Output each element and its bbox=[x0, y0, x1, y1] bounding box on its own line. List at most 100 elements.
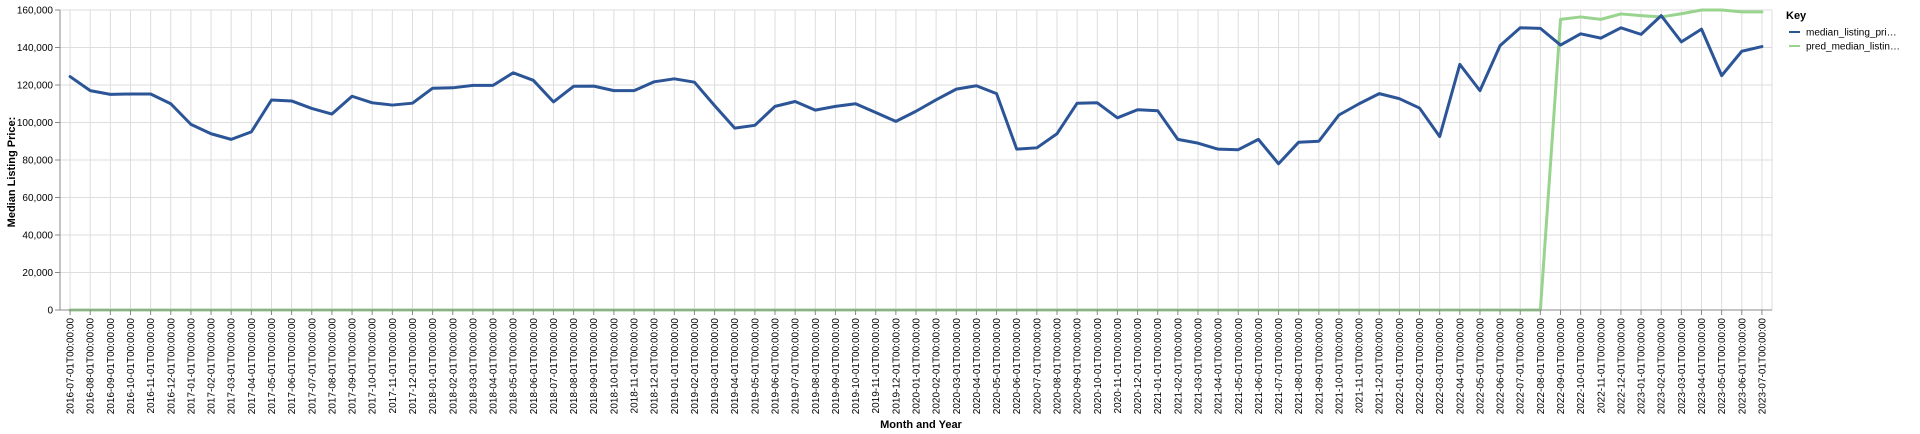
x-tick-label: 2017-11-01T00:00:00 bbox=[388, 318, 399, 414]
x-tick-label: 2021-11-01T00:00:00 bbox=[1355, 318, 1366, 414]
x-tick-label: 2018-02-01T00:00:00 bbox=[448, 318, 459, 415]
x-tick-label: 2022-03-01T00:00:00 bbox=[1435, 318, 1446, 415]
legend-label: median_listing_pri… bbox=[1806, 28, 1897, 39]
x-tick-label: 2019-09-01T00:00:00 bbox=[831, 318, 842, 415]
y-tick-label: 100,000 bbox=[17, 118, 54, 129]
x-tick-label: 2022-04-01T00:00:00 bbox=[1455, 318, 1466, 415]
x-tick-label: 2018-03-01T00:00:00 bbox=[468, 318, 479, 415]
x-tick-label: 2019-12-01T00:00:00 bbox=[891, 318, 902, 415]
x-tick-label: 2020-05-01T00:00:00 bbox=[992, 318, 1003, 415]
x-tick-label: 2017-07-01T00:00:00 bbox=[307, 318, 318, 415]
x-tick-label: 2017-09-01T00:00:00 bbox=[348, 318, 359, 415]
x-tick-label: 2017-04-01T00:00:00 bbox=[247, 318, 258, 415]
legend: Key median_listing_pri… pred_median_listi… bbox=[1786, 10, 1900, 53]
x-tick-label: 2023-03-01T00:00:00 bbox=[1677, 318, 1688, 415]
x-tick-label: 2020-08-01T00:00:00 bbox=[1052, 318, 1063, 415]
x-tick-label: 2016-07-01T00:00:00 bbox=[66, 318, 77, 415]
x-tick-label: 2016-10-01T00:00:00 bbox=[126, 318, 137, 415]
x-tick-label: 2017-06-01T00:00:00 bbox=[287, 318, 298, 415]
x-tick-label: 2020-09-01T00:00:00 bbox=[1073, 318, 1084, 415]
x-tick-label: 2018-04-01T00:00:00 bbox=[489, 318, 500, 415]
x-tick-label: 2020-03-01T00:00:00 bbox=[952, 318, 963, 415]
x-tick-label: 2019-03-01T00:00:00 bbox=[710, 318, 721, 415]
x-tick-label: 2021-05-01T00:00:00 bbox=[1234, 318, 1245, 415]
x-tick-label: 2021-04-01T00:00:00 bbox=[1214, 318, 1225, 415]
x-tick-label: 2019-10-01T00:00:00 bbox=[851, 318, 862, 415]
x-tick-label: 2018-10-01T00:00:00 bbox=[609, 318, 620, 415]
axes: 0 20,000 40,000 60,000 80,000 100,000 120,000 1… bbox=[17, 6, 1772, 415]
x-tick-label: 2018-05-01T00:00:00 bbox=[509, 318, 520, 415]
x-tick-label: 2022-05-01T00:00:00 bbox=[1475, 318, 1486, 415]
x-tick-label: 2020-06-01T00:00:00 bbox=[1012, 318, 1023, 415]
x-tick-label: 2022-09-01T00:00:00 bbox=[1556, 318, 1567, 415]
x-tick-label: 2016-08-01T00:00:00 bbox=[86, 318, 97, 415]
x-tick-label: 2018-09-01T00:00:00 bbox=[589, 318, 600, 415]
x-tick-label: 2018-11-01T00:00:00 bbox=[630, 318, 641, 414]
x-tick-label: 2019-08-01T00:00:00 bbox=[811, 318, 822, 415]
x-tick-label: 2022-07-01T00:00:00 bbox=[1516, 318, 1527, 415]
x-tick-label: 2021-09-01T00:00:00 bbox=[1314, 318, 1325, 415]
x-tick-label: 2022-12-01T00:00:00 bbox=[1616, 318, 1627, 415]
x-tick-label: 2017-12-01T00:00:00 bbox=[408, 318, 419, 415]
x-tick-label: 2017-03-01T00:00:00 bbox=[227, 318, 238, 415]
grid-lines bbox=[60, 9, 1773, 311]
x-tick-label: 2021-10-01T00:00:00 bbox=[1334, 318, 1345, 415]
legend-label: pred_median_listin… bbox=[1806, 42, 1900, 53]
y-tick-label: 80,000 bbox=[22, 156, 53, 167]
x-tick-label: 2017-02-01T00:00:00 bbox=[207, 318, 218, 415]
y-tick-label: 140,000 bbox=[17, 43, 54, 54]
x-tick-label: 2020-02-01T00:00:00 bbox=[932, 318, 943, 415]
legend-title: Key bbox=[1786, 10, 1807, 22]
x-tick-label: 2020-12-01T00:00:00 bbox=[1133, 318, 1144, 415]
x-tick-label: 2022-01-01T00:00:00 bbox=[1395, 318, 1406, 415]
x-tick-label: 2019-05-01T00:00:00 bbox=[750, 318, 761, 415]
x-tick-label: 2018-12-01T00:00:00 bbox=[650, 318, 661, 415]
y-tick-label: 120,000 bbox=[17, 81, 54, 92]
x-tick-label: 2016-11-01T00:00:00 bbox=[146, 318, 157, 414]
x-tick-label: 2022-02-01T00:00:00 bbox=[1415, 318, 1426, 415]
x-tick-label: 2020-01-01T00:00:00 bbox=[912, 318, 923, 415]
x-tick-label: 2020-10-01T00:00:00 bbox=[1093, 318, 1104, 415]
x-tick-label: 2019-11-01T00:00:00 bbox=[871, 318, 882, 414]
x-tick-label: 2023-05-01T00:00:00 bbox=[1717, 318, 1728, 415]
x-tick-label: 2021-06-01T00:00:00 bbox=[1254, 318, 1265, 415]
x-tick-label: 2019-04-01T00:00:00 bbox=[730, 318, 741, 415]
x-tick-label: 2020-11-01T00:00:00 bbox=[1113, 318, 1124, 414]
x-tick-label: 2020-04-01T00:00:00 bbox=[972, 318, 983, 415]
x-tick-label: 2021-07-01T00:00:00 bbox=[1274, 318, 1285, 415]
x-tick-label: 2020-07-01T00:00:00 bbox=[1032, 318, 1043, 415]
x-tick-label: 2018-07-01T00:00:00 bbox=[549, 318, 560, 415]
y-tick-label: 60,000 bbox=[22, 193, 53, 204]
x-tick-label: 2018-06-01T00:00:00 bbox=[529, 318, 540, 415]
x-tick-label: 2019-01-01T00:00:00 bbox=[670, 318, 681, 415]
x-tick-label: 2017-01-01T00:00:00 bbox=[186, 318, 197, 415]
x-tick-label: 2022-06-01T00:00:00 bbox=[1496, 318, 1507, 415]
x-tick-label: 2021-08-01T00:00:00 bbox=[1294, 318, 1305, 415]
x-tick-label: 2023-04-01T00:00:00 bbox=[1697, 318, 1708, 415]
x-tick-label: 2017-05-01T00:00:00 bbox=[267, 318, 278, 415]
x-tick-label: 2017-08-01T00:00:00 bbox=[327, 318, 338, 415]
x-tick-label: 2018-08-01T00:00:00 bbox=[569, 318, 580, 415]
x-tick-label: 2022-08-01T00:00:00 bbox=[1536, 318, 1547, 415]
y-tick-label: 160,000 bbox=[17, 6, 54, 17]
y-tick-label: 0 bbox=[47, 306, 53, 317]
x-tick-label: 2021-12-01T00:00:00 bbox=[1375, 318, 1386, 415]
x-tick-label: 2016-12-01T00:00:00 bbox=[166, 318, 177, 415]
x-tick-label: 2019-06-01T00:00:00 bbox=[771, 318, 782, 415]
x-tick-label: 2021-02-01T00:00:00 bbox=[1173, 318, 1184, 415]
y-axis-title: Median Listing Price: bbox=[6, 117, 18, 228]
x-tick-label: 2021-01-01T00:00:00 bbox=[1153, 318, 1164, 415]
x-tick-label: 2021-03-01T00:00:00 bbox=[1193, 318, 1204, 415]
x-tick-label: 2019-02-01T00:00:00 bbox=[690, 318, 701, 415]
x-tick-label: 2023-01-01T00:00:00 bbox=[1637, 318, 1648, 415]
x-tick-label: 2022-10-01T00:00:00 bbox=[1576, 318, 1587, 415]
x-tick-label: 2018-01-01T00:00:00 bbox=[428, 318, 439, 415]
x-tick-label: 2023-07-01T00:00:00 bbox=[1757, 318, 1768, 415]
x-tick-label: 2019-07-01T00:00:00 bbox=[791, 318, 802, 415]
x-axis-title: Month and Year bbox=[880, 419, 962, 431]
x-tick-label: 2016-09-01T00:00:00 bbox=[106, 318, 117, 415]
series-line-median-listing-price bbox=[68, 14, 1764, 166]
y-tick-label: 20,000 bbox=[22, 268, 53, 279]
x-tick-label: 2022-11-01T00:00:00 bbox=[1596, 318, 1607, 414]
